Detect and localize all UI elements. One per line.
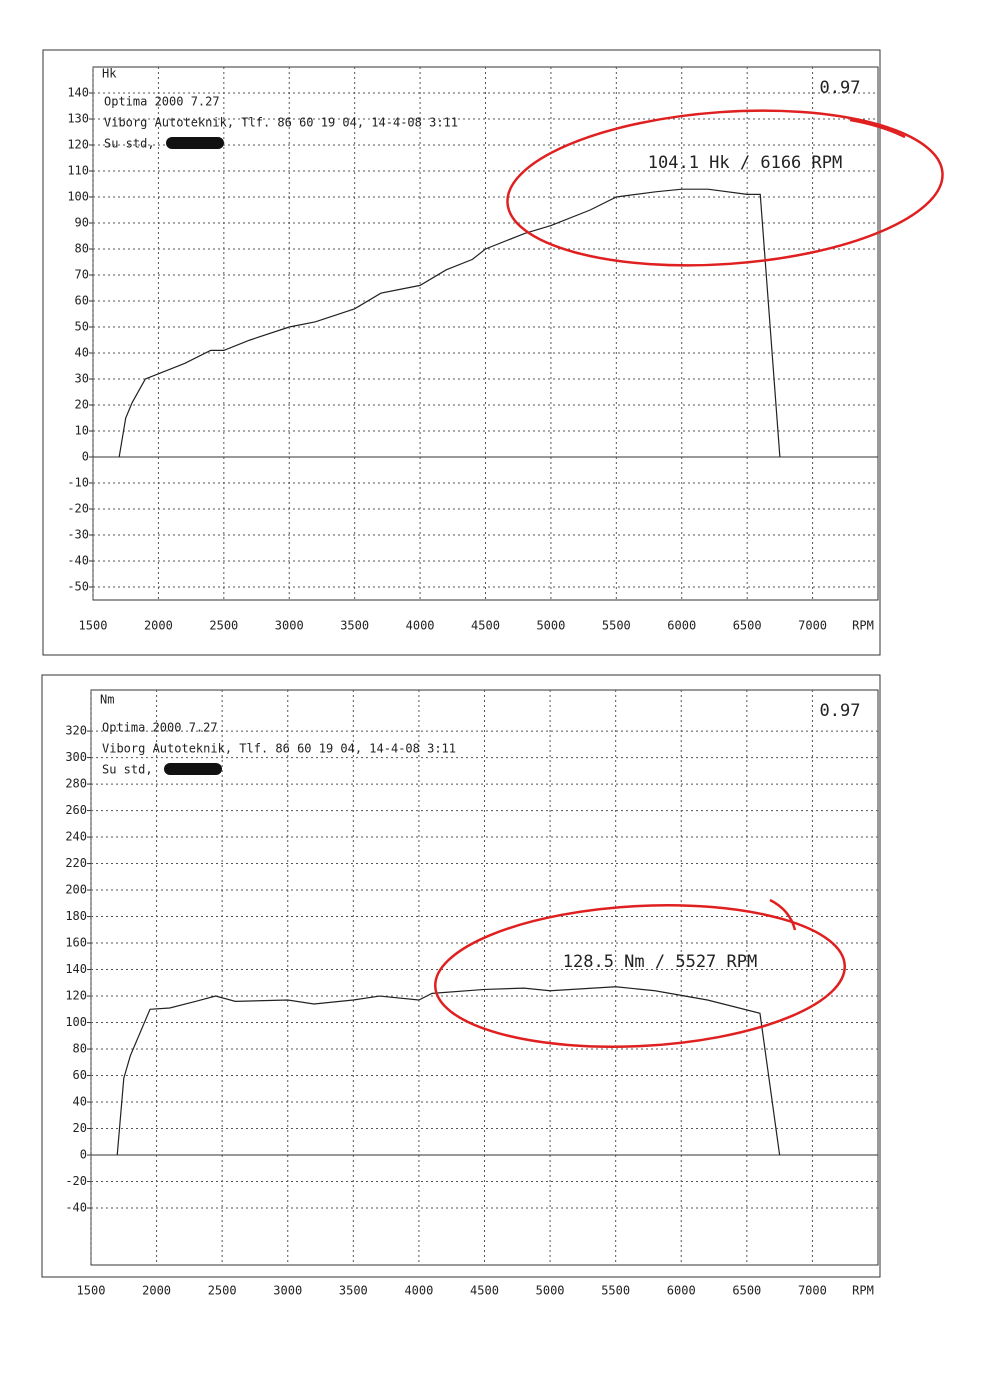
y-tick-label: 20 — [73, 1121, 87, 1135]
redaction — [164, 763, 222, 775]
x-tick-label: 5000 — [536, 1284, 565, 1298]
header-line: Viborg Autoteknik, Tlf. 86 60 19 04, 14-… — [102, 742, 456, 756]
y-tick-label: -20 — [65, 1174, 87, 1188]
y-tick-label: 280 — [65, 777, 87, 791]
y-tick-label: 20 — [75, 398, 89, 412]
y-tick-label: 90 — [75, 216, 89, 230]
y-tick-label: 100 — [67, 190, 89, 204]
x-tick-label: 3500 — [339, 1284, 368, 1298]
y-tick-label: 140 — [67, 86, 89, 100]
y-axis-label: Nm — [100, 693, 114, 707]
y-tick-label: 110 — [67, 164, 89, 178]
y-tick-label: 0 — [80, 1148, 87, 1162]
y-tick-label: 80 — [75, 242, 89, 256]
y-tick-label: 130 — [67, 112, 89, 126]
header-line: Viborg Autoteknik, Tlf. 86 60 19 04, 14-… — [104, 116, 458, 130]
highlight-stroke — [769, 898, 797, 931]
x-tick-label: 2500 — [209, 619, 238, 633]
factor-label: 0.97 — [820, 78, 861, 98]
x-tick-label: 2500 — [208, 1284, 237, 1298]
x-tick-label: 6500 — [733, 619, 762, 633]
x-tick-label: 5500 — [601, 1284, 630, 1298]
redaction — [166, 137, 224, 149]
y-axis-label: Hk — [102, 67, 117, 81]
factor-label: 0.97 — [820, 701, 861, 721]
frame — [42, 49, 881, 656]
y-tick-label: 260 — [65, 803, 87, 817]
x-tick-label: 1500 — [77, 1284, 106, 1298]
y-tick-label: 320 — [65, 724, 87, 738]
header-line: Su std, — [102, 763, 153, 777]
y-tick-label: 50 — [75, 320, 89, 334]
x-tick-label: 4500 — [470, 1284, 499, 1298]
y-tick-label: 0 — [82, 450, 89, 464]
x-tick-label: 3000 — [275, 619, 304, 633]
x-tick-label: 4500 — [471, 619, 500, 633]
peak-label: 128.5 Nm / 5527 RPM — [563, 952, 757, 972]
x-tick-label: 7000 — [798, 619, 827, 633]
y-tick-label: 120 — [65, 989, 87, 1003]
data-line — [118, 188, 781, 458]
x-tick-label: 4000 — [406, 619, 435, 633]
y-tick-label: -40 — [65, 1201, 87, 1215]
y-tick-label: -50 — [67, 580, 89, 594]
header-line: Optima 2000 7.27 — [104, 95, 220, 109]
frame — [41, 674, 881, 1278]
y-tick-label: 300 — [65, 750, 87, 764]
x-tick-label: 2000 — [142, 1284, 171, 1298]
x-tick-label: 5500 — [602, 619, 631, 633]
peak-label: 104.1 Hk / 6166 RPM — [648, 153, 842, 173]
x-tick-label: 1500 — [79, 619, 108, 633]
y-tick-label: 180 — [65, 909, 87, 923]
y-tick-label: 40 — [73, 1095, 87, 1109]
y-tick-label: 100 — [65, 1015, 87, 1029]
x-tick-label: 6000 — [667, 1284, 696, 1298]
y-tick-label: 70 — [75, 268, 89, 282]
y-tick-label: -20 — [67, 502, 89, 516]
y-tick-label: -10 — [67, 476, 89, 490]
y-tick-label: -30 — [67, 528, 89, 542]
data-line — [116, 986, 781, 1156]
y-tick-label: 10 — [75, 424, 89, 438]
header-line: Su std, — [104, 137, 155, 151]
y-tick-label: -40 — [67, 554, 89, 568]
x-tick-label: 6000 — [667, 619, 696, 633]
x-tick-label: 6500 — [732, 1284, 761, 1298]
y-tick-label: 60 — [73, 1068, 87, 1082]
x-tick-label: 7000 — [798, 1284, 827, 1298]
y-tick-label: 160 — [65, 936, 87, 950]
x-tick-label: 2000 — [144, 619, 173, 633]
y-tick-label: 40 — [75, 346, 89, 360]
y-tick-label: 200 — [65, 883, 87, 897]
y-tick-label: 60 — [75, 294, 89, 308]
x-tick-label: 3000 — [273, 1284, 302, 1298]
highlight-circle — [506, 109, 944, 267]
x-axis-label: RPM — [852, 619, 874, 633]
header-line: Optima 2000 7.27 — [102, 721, 218, 735]
y-tick-label: 80 — [73, 1042, 87, 1056]
y-tick-label: 240 — [65, 830, 87, 844]
plots: -50 -40 -30 -20 -10 0 10 20 30 40 50 60 70 80 90 100 110… — [65, 66, 879, 1298]
x-tick-label: 4000 — [404, 1284, 433, 1298]
x-axis-label: RPM — [852, 1284, 874, 1298]
highlight-circle — [433, 904, 847, 1048]
x-tick-label: 5000 — [536, 619, 565, 633]
y-tick-label: 220 — [65, 856, 87, 870]
x-tick-label: 3500 — [340, 619, 369, 633]
y-tick-label: 30 — [75, 372, 89, 386]
y-tick-label: 140 — [65, 962, 87, 976]
highlight-stroke — [849, 118, 906, 139]
y-tick-label: 120 — [67, 138, 89, 152]
